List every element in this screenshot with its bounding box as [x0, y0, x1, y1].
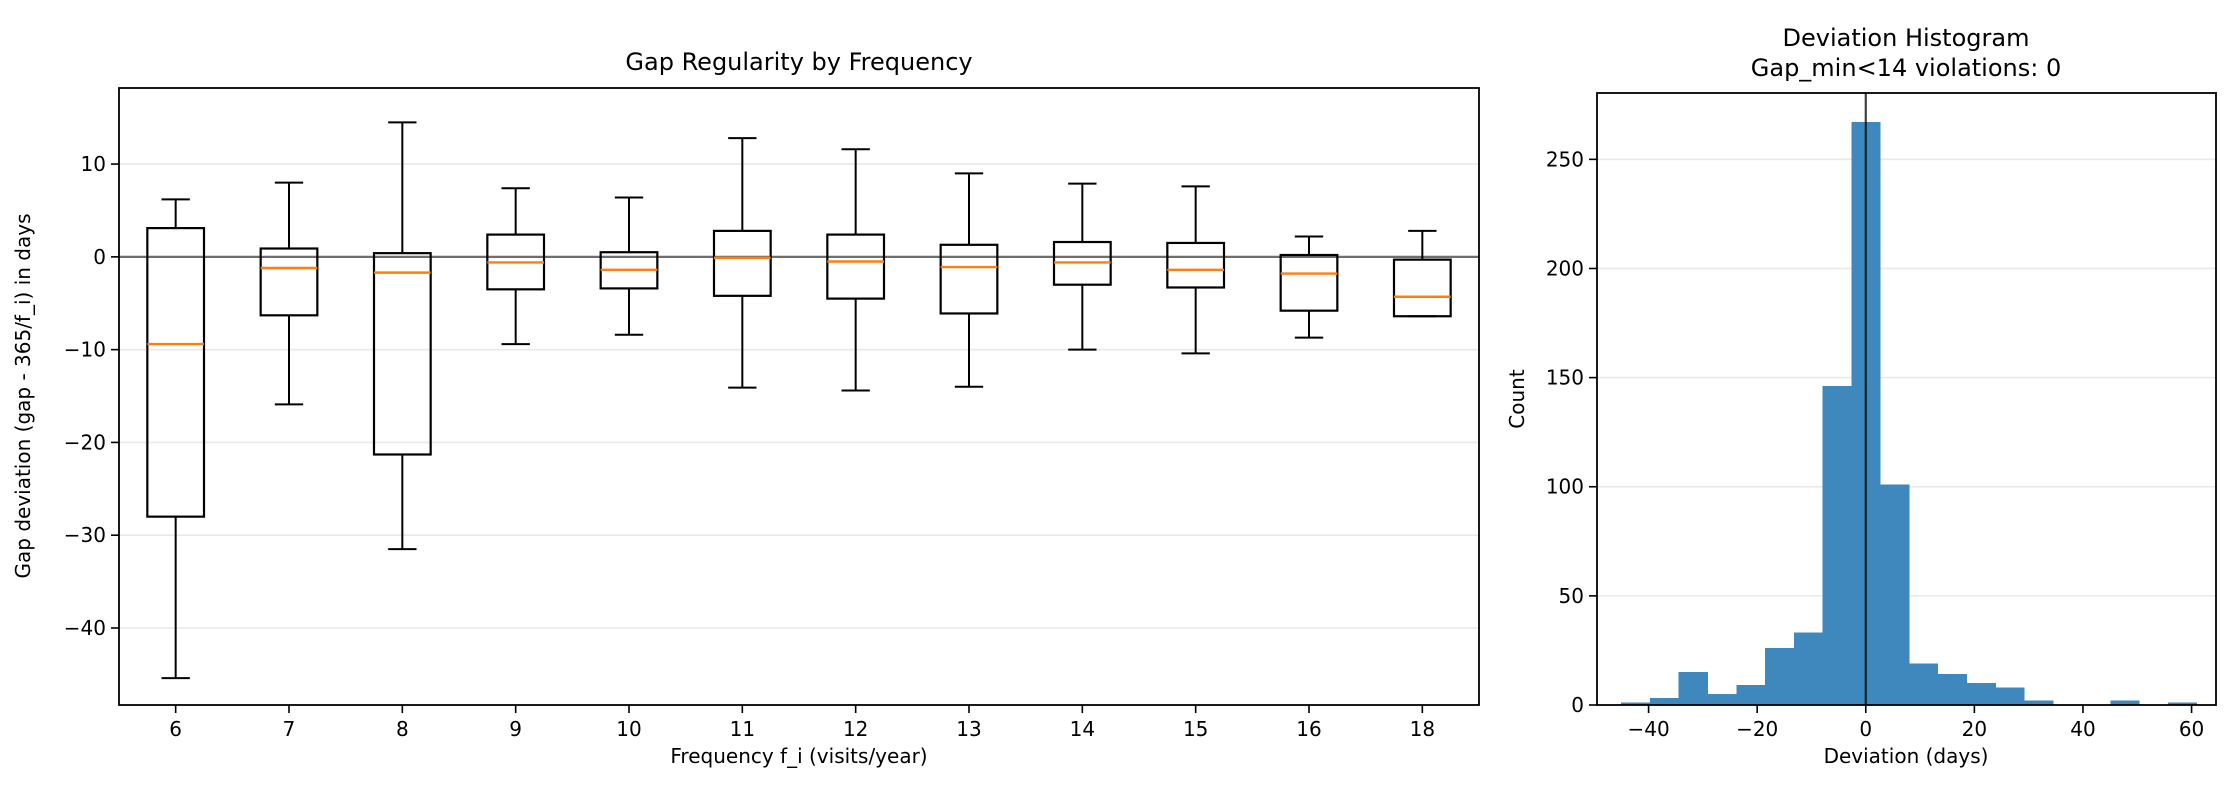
- box: [146, 227, 206, 518]
- box: [372, 252, 432, 456]
- hist-bar: [1937, 674, 1968, 706]
- x-tick-label: 6: [169, 717, 182, 741]
- y-tick-label: 10: [81, 152, 106, 176]
- histogram-title-line1: Deviation Histogram: [1783, 24, 2030, 52]
- boxplot-xaxis-label: Frequency f_i (visits/year): [670, 744, 927, 768]
- y-tick-label: 50: [1559, 584, 1584, 608]
- x-tick-label: 10: [616, 717, 641, 741]
- y-tick-label: 0: [93, 245, 106, 269]
- hist-bar: [1966, 682, 1996, 706]
- x-tick-label: 7: [283, 717, 296, 741]
- histogram-axes: [1589, 92, 2217, 713]
- y-tick-label: 150: [1546, 366, 1584, 390]
- x-tick-label: 12: [843, 717, 868, 741]
- histogram-xaxis-label: Deviation (days): [1824, 744, 1989, 768]
- y-tick-label: 100: [1546, 475, 1584, 499]
- histogram-gridlines: [1597, 158, 2216, 597]
- histogram-yaxis-label: Count: [1505, 369, 1529, 429]
- box: [1166, 241, 1226, 289]
- x-tick-label: 8: [396, 717, 409, 741]
- y-tick-label: 0: [1571, 693, 1584, 717]
- hist-bar: [1822, 386, 1852, 706]
- box: [826, 233, 886, 300]
- hist-bar: [1736, 685, 1766, 706]
- x-tick-label: 16: [1296, 717, 1321, 741]
- boxplot-title: Gap Regularity by Frequency: [625, 48, 972, 76]
- hist-bar: [1678, 672, 1709, 706]
- x-tick-label: 40: [2070, 717, 2095, 741]
- box: [1392, 258, 1452, 318]
- x-tick-label: 15: [1183, 717, 1208, 741]
- box: [939, 243, 999, 315]
- y-tick-label: 250: [1546, 147, 1584, 171]
- boxplot-tick-labels: 10 0 −10 −20 −30 −40 6 7 8 9 10 11 12 13 14 15 16 18: [64, 152, 1435, 741]
- histogram-bars: [1621, 121, 2198, 706]
- box: [259, 247, 319, 317]
- y-tick-label: −10: [64, 338, 106, 362]
- boxplot-yaxis-label: Gap deviation (gap - 365/f_i) in days: [11, 214, 35, 579]
- x-tick-label: −40: [1627, 717, 1669, 741]
- y-tick-label: −40: [64, 616, 106, 640]
- hist-bar: [1880, 484, 1910, 706]
- box: [1279, 253, 1339, 312]
- box: [712, 229, 772, 297]
- x-tick-label: −20: [1736, 717, 1778, 741]
- x-tick-label: 18: [1410, 717, 1435, 741]
- x-tick-label: 9: [509, 717, 522, 741]
- hist-bar: [1908, 663, 1939, 706]
- hist-bar: [1793, 632, 1824, 706]
- x-tick-label: 0: [1859, 717, 1872, 741]
- boxplot-boxes: [146, 121, 1452, 680]
- x-tick-label: 60: [2179, 717, 2204, 741]
- boxplot-gridlines: [119, 163, 1479, 629]
- y-tick-label: −30: [64, 523, 106, 547]
- x-tick-label: 11: [730, 717, 755, 741]
- x-tick-label: 14: [1070, 717, 1095, 741]
- axes-frame: [118, 87, 1480, 706]
- histogram-tick-labels: 0 50 100 150 200 250 −40 −20 0 20 40 60: [1546, 147, 2204, 741]
- hist-bar: [1649, 698, 1680, 706]
- y-tick-label: 200: [1546, 256, 1584, 280]
- axes-frame: [1596, 92, 2217, 706]
- hist-bar: [1707, 693, 1737, 706]
- x-tick-label: 20: [1962, 717, 1987, 741]
- histogram-title-line2: Gap_min<14 violations: 0: [1751, 54, 2061, 82]
- y-tick-label: −20: [64, 430, 106, 454]
- hist-bar: [1765, 648, 1795, 706]
- boxplot-axes: [111, 87, 1480, 713]
- hist-bar: [1995, 687, 2025, 706]
- x-tick-label: 13: [956, 717, 981, 741]
